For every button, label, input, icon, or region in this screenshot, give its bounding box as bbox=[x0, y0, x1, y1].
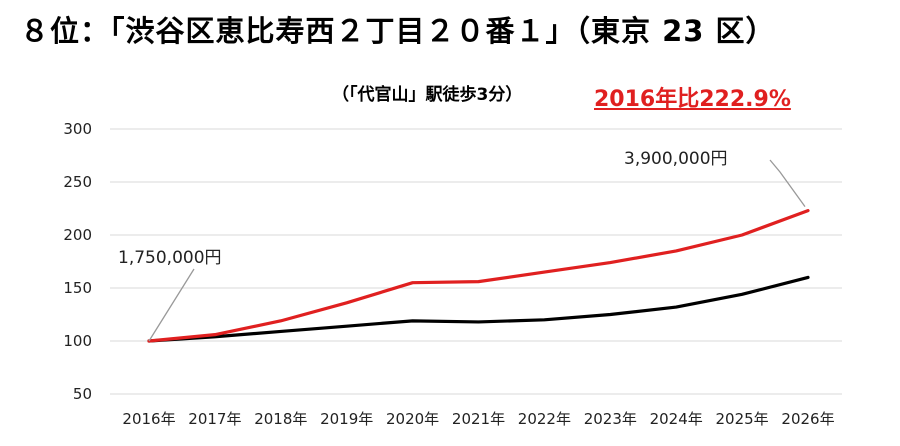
x-tick-label: 2023年 bbox=[584, 410, 637, 428]
x-tick-label: 2019年 bbox=[320, 410, 373, 428]
x-tick-label: 2016年 bbox=[122, 410, 175, 428]
x-tick-label: 2017年 bbox=[188, 410, 241, 428]
y-tick-label: 200 bbox=[63, 226, 92, 244]
annotation-leader bbox=[769, 159, 806, 208]
series-line bbox=[147, 275, 810, 343]
y-tick-label: 300 bbox=[63, 120, 92, 138]
x-tick-label: 2025年 bbox=[716, 410, 769, 428]
x-tick-label: 2022年 bbox=[518, 410, 571, 428]
annotation-label: 1,750,000円 bbox=[118, 248, 222, 268]
y-tick-label: 250 bbox=[63, 173, 92, 191]
annotation-label: 3,900,000円 bbox=[624, 149, 728, 169]
chart-subtitle: （「代官山」駅徒歩3分） bbox=[332, 85, 523, 105]
chart-title: ８位：「渋谷区恵比寿西２丁目２０番１」（東京 23 区） bbox=[20, 14, 776, 48]
growth-highlight: 2016年比222.9% bbox=[594, 87, 791, 112]
y-tick-label: 100 bbox=[63, 332, 92, 350]
series-line bbox=[147, 209, 810, 343]
y-tick-label: 50 bbox=[73, 385, 92, 403]
x-tick-label: 2021年 bbox=[452, 410, 505, 428]
x-tick-label: 2018年 bbox=[254, 410, 307, 428]
x-tick-label: 2026年 bbox=[781, 410, 834, 428]
x-tick-label: 2020年 bbox=[386, 410, 439, 428]
x-tick-label: 2024年 bbox=[650, 410, 703, 428]
annotation-leader bbox=[148, 268, 195, 342]
y-tick-label: 150 bbox=[63, 279, 92, 297]
